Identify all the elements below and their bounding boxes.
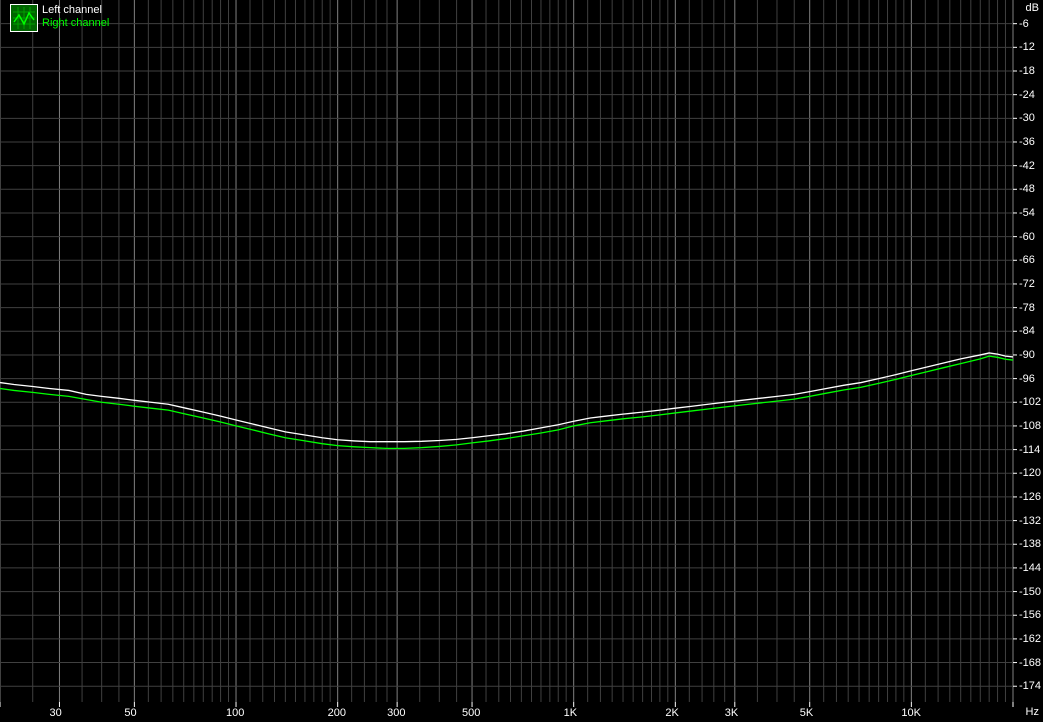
x-tick-label: 10K bbox=[901, 707, 921, 719]
y-tick-label: -162 bbox=[1019, 633, 1041, 645]
y-tick-label: -30 bbox=[1019, 112, 1035, 124]
x-tick-label: 5K bbox=[800, 707, 813, 719]
y-tick-label: -132 bbox=[1019, 515, 1041, 527]
y-tick-label: -108 bbox=[1019, 420, 1041, 432]
y-tick-label: -96 bbox=[1019, 373, 1035, 385]
y-tick-label: -156 bbox=[1019, 609, 1041, 621]
x-tick-label: 30 bbox=[49, 707, 61, 719]
legend-right-label: Right channel bbox=[42, 17, 109, 30]
spectrum-chart: Left channel Right channel dB Hz 30 50 100… bbox=[0, 0, 1043, 722]
x-tick-label: 300 bbox=[387, 707, 405, 719]
y-tick-label: -72 bbox=[1019, 278, 1035, 290]
y-axis-unit-label: dB bbox=[1026, 2, 1039, 14]
y-tick-label: -18 bbox=[1019, 65, 1035, 77]
y-tick-label: -150 bbox=[1019, 586, 1041, 598]
y-tick-label: -78 bbox=[1019, 302, 1035, 314]
y-tick-label: -138 bbox=[1019, 538, 1041, 550]
x-tick-label: 500 bbox=[462, 707, 480, 719]
y-tick-label: -102 bbox=[1019, 396, 1041, 408]
x-tick-label: 100 bbox=[226, 707, 244, 719]
y-tick-label: -12 bbox=[1019, 41, 1035, 53]
y-tick-label: -48 bbox=[1019, 183, 1035, 195]
x-tick-label: 2K bbox=[665, 707, 678, 719]
legend-text-group: Left channel Right channel bbox=[42, 4, 109, 30]
y-tick-label: -60 bbox=[1019, 231, 1035, 243]
y-tick-label: -6 bbox=[1019, 18, 1029, 30]
y-tick-label: -144 bbox=[1019, 562, 1041, 574]
y-tick-label: -54 bbox=[1019, 207, 1035, 219]
x-tick-label: 3K bbox=[725, 707, 738, 719]
y-tick-label: -168 bbox=[1019, 657, 1041, 669]
y-tick-label: -114 bbox=[1019, 444, 1040, 456]
legend: Left channel Right channel bbox=[10, 4, 109, 32]
y-tick-label: -42 bbox=[1019, 160, 1035, 172]
y-tick-label: -120 bbox=[1019, 467, 1041, 479]
y-tick-label: -24 bbox=[1019, 89, 1035, 101]
x-axis-unit-label: Hz bbox=[1026, 706, 1039, 718]
y-tick-label: -174 bbox=[1019, 680, 1041, 692]
legend-left-label: Left channel bbox=[42, 4, 109, 17]
x-tick-label: 1K bbox=[564, 707, 577, 719]
x-tick-label: 50 bbox=[124, 707, 136, 719]
chart-canvas bbox=[0, 0, 1043, 722]
x-tick-label: 200 bbox=[328, 707, 346, 719]
y-tick-label: -84 bbox=[1019, 325, 1035, 337]
y-tick-label: -36 bbox=[1019, 136, 1035, 148]
y-tick-label: -126 bbox=[1019, 491, 1041, 503]
y-tick-label: -66 bbox=[1019, 254, 1035, 266]
legend-icon bbox=[10, 4, 38, 32]
y-tick-label: -90 bbox=[1019, 349, 1035, 361]
